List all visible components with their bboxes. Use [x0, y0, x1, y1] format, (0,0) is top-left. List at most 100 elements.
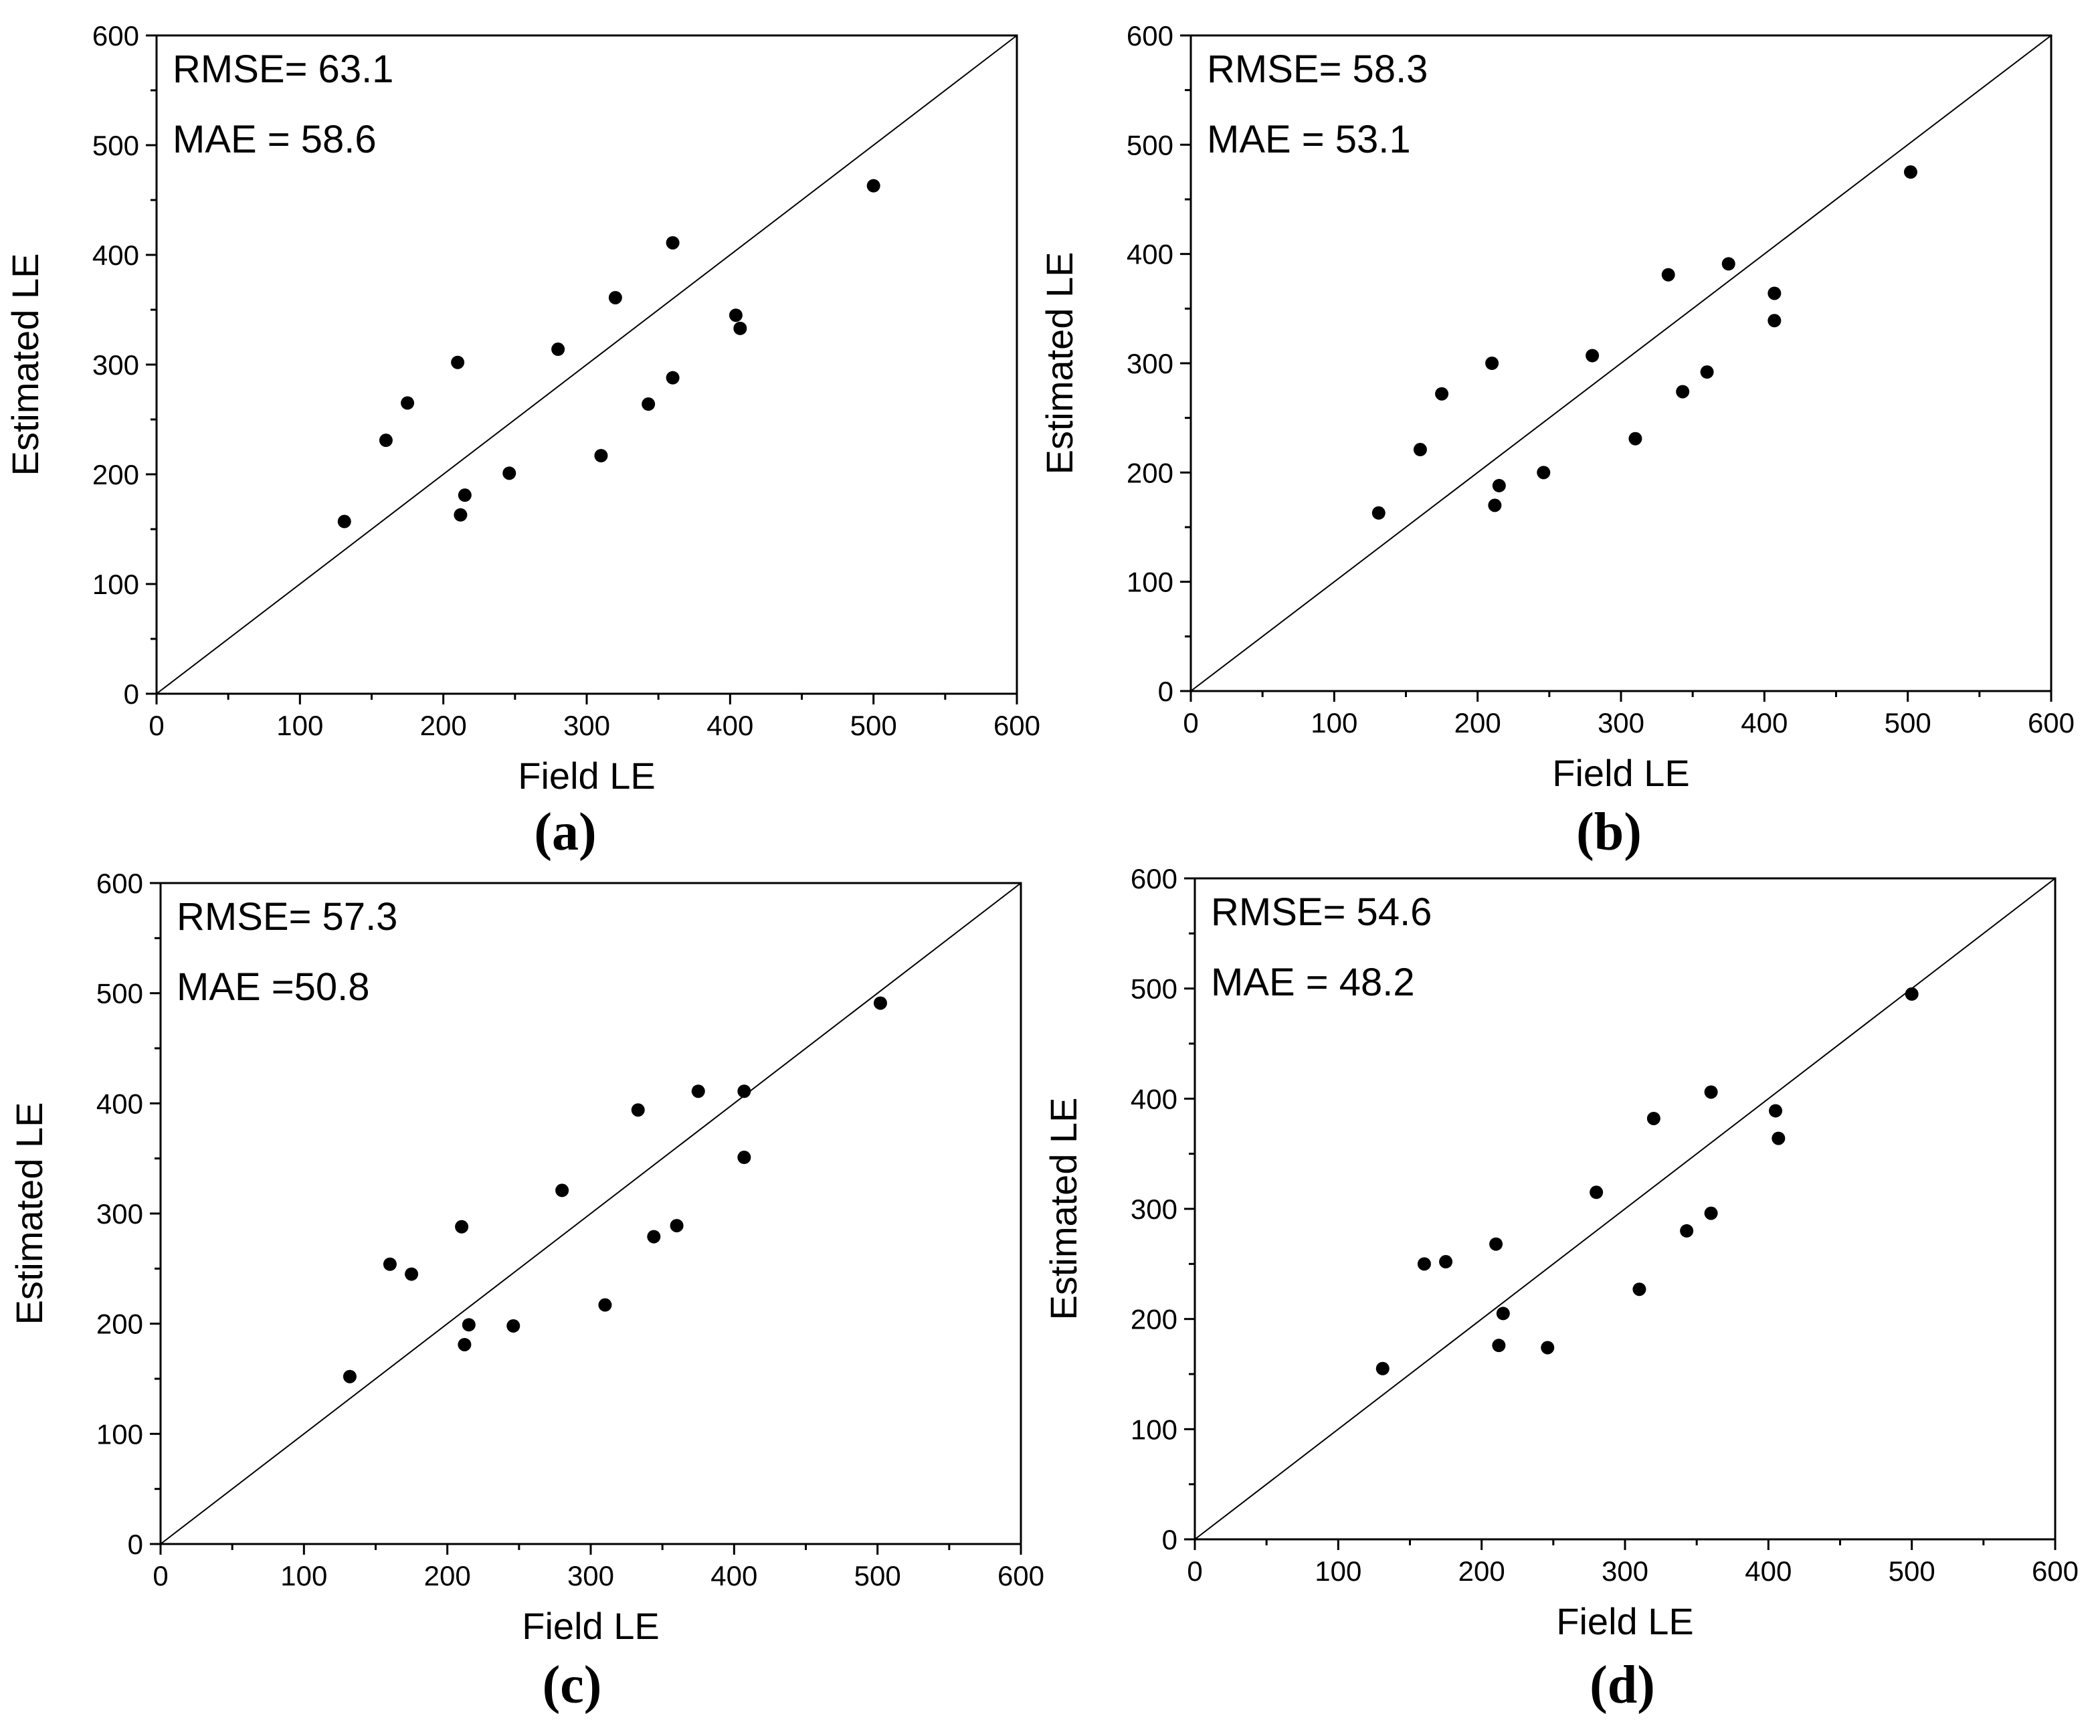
data-point	[1492, 1339, 1506, 1353]
x-tick-label: 100	[1315, 1555, 1361, 1587]
y-tick-label: 200	[92, 459, 139, 490]
x-axis-title: Field LE	[522, 1605, 659, 1647]
data-point	[1768, 286, 1782, 300]
one-to-one-line	[156, 35, 1018, 694]
data-point	[337, 514, 351, 528]
y-tick-label: 600	[1131, 863, 1177, 894]
data-point	[737, 1151, 751, 1165]
data-point	[1439, 1255, 1453, 1269]
data-point	[1375, 1361, 1390, 1375]
data-point	[1772, 1131, 1786, 1145]
y-tick-label: 200	[1127, 457, 1173, 488]
x-tick-label: 600	[997, 1560, 1044, 1592]
data-point	[729, 308, 743, 322]
data-point	[379, 433, 393, 448]
x-tick-label: 300	[1598, 707, 1644, 739]
data-point	[737, 1084, 751, 1098]
x-tick-label: 500	[1889, 1555, 1935, 1587]
x-tick-label: 300	[567, 1560, 614, 1592]
data-point	[458, 1337, 472, 1351]
data-point	[1905, 987, 1919, 1001]
x-axis-title: Field LE	[1556, 1600, 1693, 1642]
y-tick-label: 200	[1131, 1304, 1177, 1335]
y-tick-label: 600	[1127, 20, 1173, 52]
mae-annotation: MAE = 53.1	[1207, 118, 1411, 161]
y-tick-label: 400	[92, 239, 139, 271]
x-tick-label: 300	[563, 710, 610, 741]
y-axis-title: Estimated LE	[8, 1102, 50, 1325]
data-point	[1496, 1307, 1510, 1321]
scatter-panel-b: 0 100 200 300 400 500 600 0 100 200 300 400 500 600 Fi…	[1038, 20, 2075, 862]
data-point	[502, 466, 516, 480]
data-point	[873, 996, 887, 1010]
x-tick-label: 0	[1187, 1555, 1202, 1587]
data-point	[1488, 498, 1502, 512]
one-to-one-line	[1190, 35, 2052, 692]
x-tick-label: 200	[420, 710, 467, 741]
data-point	[1632, 1282, 1646, 1296]
data-point	[383, 1257, 397, 1271]
data-point	[458, 488, 472, 502]
x-tick-label: 600	[2032, 1555, 2079, 1587]
data-point	[1485, 357, 1499, 370]
data-point	[1435, 387, 1449, 401]
y-tick-label: 300	[1131, 1193, 1177, 1225]
y-tick-label: 300	[1127, 348, 1173, 379]
data-point	[1680, 1224, 1694, 1238]
data-point	[1537, 466, 1551, 480]
x-tick-label: 600	[2028, 707, 2075, 739]
data-point	[631, 1103, 645, 1117]
data-point	[405, 1267, 419, 1281]
one-to-one-line	[160, 882, 1022, 1545]
data-point	[666, 371, 680, 385]
data-point	[866, 179, 880, 193]
y-tick-label: 400	[1131, 1083, 1177, 1115]
mae-annotation: MAE =50.8	[177, 965, 370, 1009]
y-tick-label: 0	[124, 678, 139, 710]
x-tick-label: 200	[1454, 707, 1501, 739]
y-tick-label: 100	[1127, 567, 1173, 598]
y-axis-title: Estimated LE	[4, 253, 46, 476]
data-point	[1768, 314, 1782, 328]
data-point	[1661, 268, 1675, 282]
data-point	[1769, 1104, 1783, 1118]
data-point	[642, 397, 656, 411]
x-tick-label: 400	[1745, 1555, 1792, 1587]
data-point	[454, 508, 468, 522]
x-axis-title: Field LE	[518, 755, 655, 797]
y-tick-label: 100	[1131, 1414, 1177, 1445]
x-tick-label: 100	[276, 710, 323, 741]
data-point	[1586, 349, 1600, 363]
y-tick-label: 100	[96, 1418, 143, 1450]
data-point	[608, 290, 622, 304]
x-tick-label: 200	[1458, 1555, 1505, 1587]
y-tick-label: 0	[1158, 676, 1173, 707]
x-tick-label: 0	[149, 710, 164, 741]
y-tick-label: 400	[96, 1088, 143, 1119]
panel-label: (d)	[1590, 1656, 1655, 1715]
data-point	[1704, 1085, 1718, 1099]
y-tick-label: 200	[96, 1309, 143, 1340]
x-tick-label: 600	[993, 710, 1040, 741]
y-tick-label: 300	[96, 1198, 143, 1230]
data-point	[1371, 506, 1386, 520]
data-point	[506, 1319, 520, 1333]
data-point	[451, 355, 465, 369]
y-axis-title: Estimated LE	[1038, 252, 1080, 474]
data-point	[551, 343, 565, 357]
rmse-annotation: RMSE= 54.6	[1211, 890, 1432, 934]
y-axis-title: Estimated LE	[1042, 1097, 1084, 1320]
y-tick-label: 500	[1127, 129, 1173, 161]
x-axis-title: Field LE	[1552, 752, 1689, 794]
x-tick-label: 500	[854, 1560, 901, 1592]
x-tick-label: 400	[1741, 707, 1788, 739]
data-point	[598, 1298, 612, 1312]
x-tick-label: 300	[1602, 1555, 1648, 1587]
x-tick-label: 0	[1183, 707, 1198, 739]
x-tick-label: 100	[1311, 707, 1357, 739]
mae-annotation: MAE = 58.6	[173, 118, 377, 161]
y-tick-label: 500	[96, 978, 143, 1009]
rmse-annotation: RMSE= 57.3	[177, 895, 397, 939]
y-tick-label: 400	[1127, 239, 1173, 270]
data-point	[1704, 1206, 1718, 1220]
